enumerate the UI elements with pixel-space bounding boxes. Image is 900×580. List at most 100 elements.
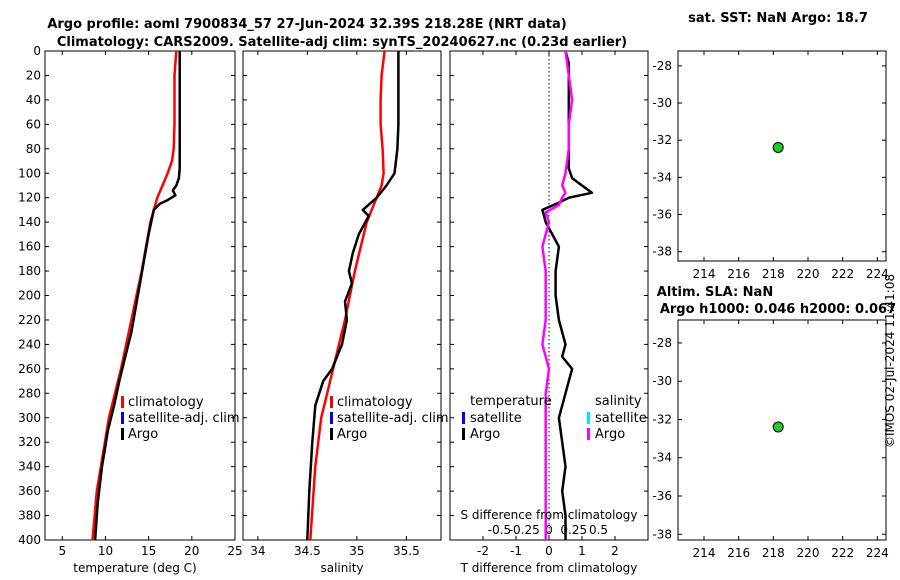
depth-tick-label: 200 [18,289,41,303]
map-x-tick-label: 224 [866,546,889,560]
map-y-tick-label: -34 [652,170,672,184]
depth-tick-label: 400 [18,533,41,547]
difference-legend-t-argo: Argo [470,427,500,442]
depth-tick-label: 260 [18,362,41,376]
x2-tick-label: 0.25 [560,523,587,537]
legend-t-argo-swatch [462,428,465,440]
x-tick-label: 1 [578,544,586,558]
map-y-tick-label: -38 [652,245,672,259]
depth-tick-label: 140 [18,215,41,229]
timestamp: ©IMOS 02-Jul-2024 11:41:08 [883,274,897,448]
temperature-xlabel: temperature (deg C) [73,561,196,575]
difference-legend-temperature-title: temperature [470,394,552,409]
x-tick-label: 0 [545,544,553,558]
x-tick-label: -1 [510,544,522,558]
x-tick-label: 25 [227,544,242,558]
depth-tick-label: 340 [18,460,41,474]
temperature-legend-satellite: satellite-adj. clim [128,411,240,426]
temperature-panel [44,50,236,541]
depth-tick-label: 100 [18,166,41,180]
depth-tick-label: 360 [18,484,41,498]
depth-tick-label: 180 [18,264,41,278]
x-tick-label: 5 [58,544,66,558]
map-y-tick-label: -30 [652,374,672,388]
series-line-climatology [309,50,386,541]
x2-tick-label: -0.25 [509,523,540,537]
sla-map-title-line1: Altim. SLA: NaN [657,285,773,300]
x2-tick-label: -0.5 [488,523,511,537]
map-y-tick-label: -36 [652,489,672,503]
temperature-legend-climatology: climatology [128,395,204,410]
sst-map-title: sat. SST: NaN Argo: 18.7 [688,11,868,26]
depth-tick-label: 300 [18,411,41,425]
difference-legend-salinity-title: salinity [595,394,642,409]
map-x-tick-label: 216 [727,546,750,560]
difference-legend-t-satellite: satellite [470,411,522,426]
x-tick-label: 35.5 [393,544,420,558]
map-x-tick-label: 224 [866,267,889,281]
map-x-tick-label: 220 [797,267,820,281]
legend-s-argo-swatch [587,428,590,440]
x2-tick-label: 0 [545,523,553,537]
map-x-tick-label: 216 [727,267,750,281]
depth-tick-label: 0 [33,44,41,58]
x-tick-label: -2 [477,544,489,558]
map-x-tick-label: 222 [831,546,854,560]
temperature-legend-argo: Argo [128,427,158,442]
sst-map-panel [677,50,887,262]
difference-xlabel: T difference from climatology [460,561,638,575]
salinity-legend-argo: Argo [337,427,367,442]
map-y-tick-label: -32 [652,412,672,426]
map-y-tick-label: -34 [652,451,672,465]
map-y-tick-label: -28 [652,336,672,350]
depth-tick-label: 240 [18,337,41,351]
salinity-xlabel: salinity [320,561,363,575]
legend-satellite-swatch [330,412,333,424]
series-line-argo [93,51,181,541]
map-x-tick-label: 220 [797,546,820,560]
depth-tick-label: 120 [18,191,41,205]
difference-xlabel-salinity: S difference from climatology [461,508,638,522]
argo-location-marker [772,421,784,433]
depth-tick-label: 380 [18,509,41,523]
legend-climatology-swatch [330,396,333,408]
series-line-argo [306,51,400,541]
x-tick-label: 34.5 [294,544,321,558]
depth-tick-label: 320 [18,435,41,449]
map-y-tick-label: -30 [652,96,672,110]
map-x-tick-label: 218 [762,267,785,281]
sla-map-title-line2: Argo h1000: 0.046 h2000: 0.067 [660,302,896,317]
map-x-tick-label: 222 [831,267,854,281]
salinity-legend-satellite: satellite-adj. clim [337,411,449,426]
salinity-panel [242,50,442,541]
x-tick-label: 15 [141,544,156,558]
legend-s-satellite-swatch [587,412,590,424]
x-tick-label: 20 [184,544,199,558]
x-tick-label: 34 [250,544,265,558]
figure-title-line2: Climatology: CARS2009. Satellite-adj cli… [57,35,627,50]
figure-title-line1: Argo profile: aoml 7900834_57 27-Jun-202… [47,17,566,32]
map-y-tick-label: -28 [652,59,672,73]
legend-satellite-swatch [121,412,124,424]
x-tick-label: 10 [98,544,113,558]
depth-tick-label: 280 [18,386,41,400]
depth-tick-label: 20 [26,68,41,82]
legend-t-satellite-swatch [462,412,465,424]
difference-legend-s-argo: Argo [595,427,625,442]
map-x-tick-label: 218 [762,546,785,560]
depth-tick-label: 160 [18,240,41,254]
depth-tick-label: 220 [18,313,41,327]
legend-argo-swatch [330,428,333,440]
depth-tick-label: 80 [26,142,41,156]
x-tick-label: 2 [611,544,619,558]
map-x-tick-label: 214 [693,546,716,560]
x2-tick-label: 0.5 [589,523,608,537]
depth-tick-label: 40 [26,93,41,107]
x-tick-label: 35 [349,544,364,558]
legend-climatology-swatch [121,396,124,408]
argo-location-marker [772,141,784,153]
difference-legend-s-satellite: satellite [595,411,647,426]
map-x-tick-label: 214 [693,267,716,281]
map-y-tick-label: -38 [652,527,672,541]
